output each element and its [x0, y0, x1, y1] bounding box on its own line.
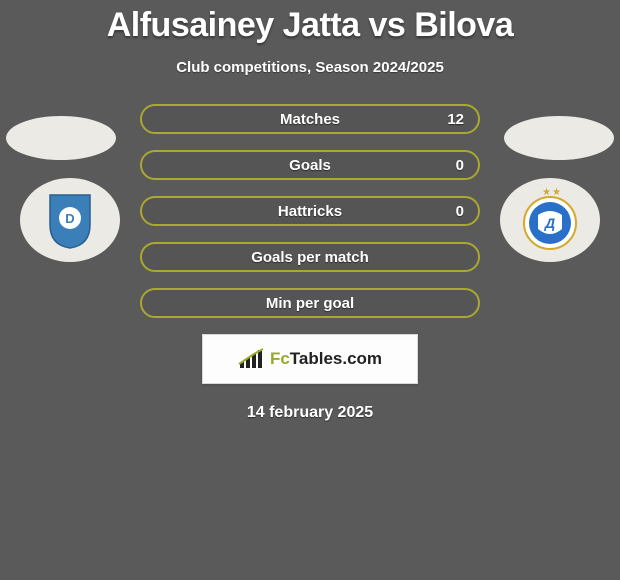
page-subtitle: Club competitions, Season 2024/2025	[0, 59, 620, 76]
brand-text: FcTables.com	[270, 349, 382, 369]
stat-value-right: 12	[447, 111, 464, 128]
stat-row: Hattricks 0	[140, 196, 480, 226]
stat-row: Goals 0	[140, 150, 480, 180]
svg-text:D: D	[65, 211, 74, 226]
stat-value-right: 0	[456, 157, 464, 174]
country-flag-left	[6, 116, 116, 160]
country-flag-right	[504, 116, 614, 160]
shield-icon: ★ ★ Д	[518, 185, 582, 255]
club-badge-right: ★ ★ Д	[500, 178, 600, 262]
stat-value-right: 0	[456, 203, 464, 220]
stat-label: Hattricks	[278, 203, 342, 220]
stat-row: Goals per match	[140, 242, 480, 272]
bar-chart-icon	[238, 348, 266, 370]
brand-prefix: Fc	[270, 349, 290, 368]
brand-suffix: Tables.com	[290, 349, 382, 368]
stat-row: Matches 12	[140, 104, 480, 134]
brand-watermark: FcTables.com	[202, 334, 418, 384]
stat-row: Min per goal	[140, 288, 480, 318]
club-badge-left: D	[20, 178, 120, 262]
date-label: 14 february 2025	[0, 404, 620, 422]
page-title: Alfusainey Jatta vs Bilova	[0, 0, 620, 45]
stat-label: Min per goal	[266, 295, 354, 312]
shield-icon: D	[45, 190, 95, 250]
stats-list: Matches 12 Goals 0 Hattricks 0 Goals per…	[140, 104, 480, 318]
stat-label: Goals	[289, 157, 331, 174]
svg-text:Д: Д	[544, 215, 555, 231]
stat-label: Matches	[280, 111, 340, 128]
stat-label: Goals per match	[251, 249, 369, 266]
